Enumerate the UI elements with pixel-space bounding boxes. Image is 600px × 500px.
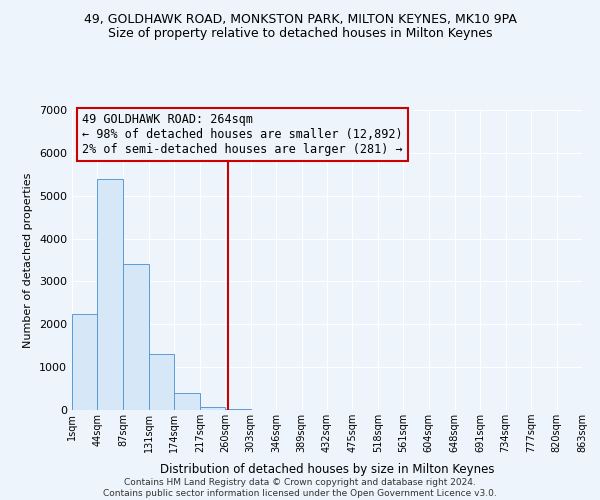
Bar: [97, 178, 123, 410]
Bar: [123, 264, 149, 410]
Text: Contains HM Land Registry data © Crown copyright and database right 2024.
Contai: Contains HM Land Registry data © Crown c…: [103, 478, 497, 498]
Y-axis label: Number of detached properties: Number of detached properties: [23, 172, 34, 348]
Bar: [72, 314, 97, 410]
Text: Size of property relative to detached houses in Milton Keynes: Size of property relative to detached ho…: [108, 28, 492, 40]
Bar: [225, 409, 251, 410]
X-axis label: Distribution of detached houses by size in Milton Keynes: Distribution of detached houses by size …: [160, 464, 494, 476]
Text: 49, GOLDHAWK ROAD, MONKSTON PARK, MILTON KEYNES, MK10 9PA: 49, GOLDHAWK ROAD, MONKSTON PARK, MILTON…: [83, 12, 517, 26]
Bar: [149, 354, 175, 410]
Text: 49 GOLDHAWK ROAD: 264sqm
← 98% of detached houses are smaller (12,892)
2% of sem: 49 GOLDHAWK ROAD: 264sqm ← 98% of detach…: [82, 113, 403, 156]
Bar: [200, 408, 225, 410]
Bar: [175, 393, 200, 410]
